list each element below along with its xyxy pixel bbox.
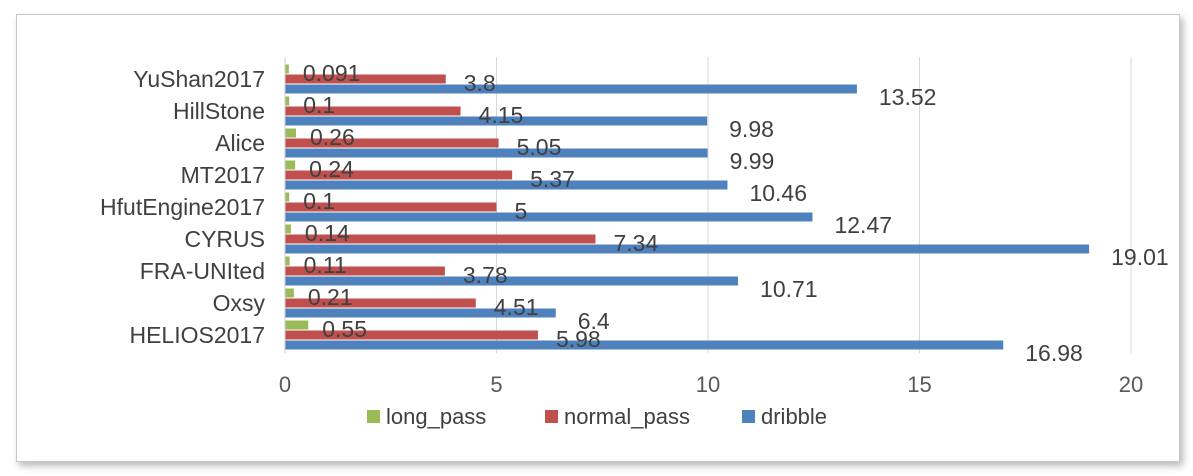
bar-long-pass-fra-united (285, 256, 290, 266)
legend-label-long-pass: long_pass (386, 404, 486, 429)
legend-swatch-dribble (742, 410, 755, 423)
data-label-normal-pass-mt2017: 5.37 (530, 166, 575, 192)
bar-long-pass-cyrus (285, 224, 291, 234)
legend: long_pass normal_pass dribble (367, 404, 827, 429)
data-label-dribble-hillstone: 9.98 (729, 116, 774, 142)
data-label-normal-pass-yushan2017: 3.8 (464, 70, 496, 96)
bar-dribble-cyrus (285, 244, 1090, 254)
bar-chart: 0 5 10 15 20 YuShan2017 HillStone Alice MT2017 Hf… (100, 57, 1169, 429)
bar-dribble-mt2017 (285, 180, 728, 190)
bar-normal-pass-hfutengine2017 (285, 202, 497, 212)
data-label-long-pass-mt2017: 0.24 (309, 156, 354, 182)
legend-swatch-normal-pass (545, 410, 558, 423)
data-label-long-pass-fra-united: 0.11 (304, 252, 347, 278)
data-label-normal-pass-hfutengine2017: 5 (515, 198, 528, 224)
data-label-normal-pass-alice: 5.05 (517, 134, 562, 160)
category-label-helios2017: HELIOS2017 (129, 322, 265, 348)
x-tick-label: 15 (907, 372, 931, 397)
category-label-hillstone: HillStone (173, 98, 265, 124)
data-label-normal-pass-hillstone: 4.15 (479, 102, 524, 128)
bar-dribble-fra-united (285, 276, 739, 286)
x-tick-label: 10 (696, 372, 720, 397)
data-label-dribble-cyrus: 19.01 (1111, 244, 1169, 270)
data-label-normal-pass-oxsy: 4.51 (494, 294, 539, 320)
legend-label-normal-pass: normal_pass (564, 404, 690, 429)
data-label-long-pass-cyrus: 0.14 (305, 220, 350, 246)
data-label-dribble-alice: 9.99 (730, 148, 775, 174)
bar-normal-pass-oxsy (285, 298, 476, 308)
data-label-long-pass-alice: 0.26 (310, 124, 355, 150)
bar-dribble-yushan2017 (285, 84, 857, 94)
category-label-mt2017: MT2017 (181, 162, 265, 188)
x-tick-label: 20 (1119, 372, 1143, 397)
data-label-normal-pass-helios2017: 5.98 (556, 326, 601, 352)
x-tick-label: 5 (490, 372, 502, 397)
bar-long-pass-alice (285, 128, 296, 138)
x-tick-label: 0 (279, 372, 291, 397)
category-label-fra-united: FRA-UNIted (140, 258, 265, 284)
data-label-dribble-helios2017: 16.98 (1025, 340, 1083, 366)
data-label-long-pass-oxsy: 0.21 (308, 284, 353, 310)
bar-long-pass-mt2017 (285, 160, 296, 170)
bar-dribble-helios2017 (285, 340, 1004, 350)
data-label-long-pass-helios2017: 0.55 (322, 316, 367, 342)
bar-long-pass-yushan2017 (285, 64, 289, 74)
bar-normal-pass-helios2017 (285, 330, 538, 340)
data-label-long-pass-hfutengine2017: 0.1 (303, 188, 335, 214)
bar-normal-pass-yushan2017 (285, 74, 446, 84)
data-label-long-pass-hillstone: 0.1 (303, 92, 335, 118)
data-label-normal-pass-fra-united: 3.78 (463, 262, 508, 288)
bar-normal-pass-cyrus (285, 234, 596, 244)
data-label-normal-pass-cyrus: 7.34 (613, 230, 658, 256)
bar-normal-pass-alice (285, 138, 499, 148)
data-label-dribble-oxsy: 6.4 (578, 308, 610, 334)
category-label-cyrus: CYRUS (184, 226, 265, 252)
data-label-dribble-mt2017: 10.46 (749, 180, 807, 206)
bar-normal-pass-fra-united (285, 266, 445, 276)
bar-normal-pass-hillstone (285, 106, 461, 116)
chart-frame: 0 5 10 15 20 YuShan2017 HillStone Alice MT2017 Hf… (16, 14, 1180, 462)
category-label-yushan2017: YuShan2017 (133, 66, 265, 92)
data-label-dribble-yushan2017: 13.52 (879, 84, 937, 110)
bar-long-pass-hillstone (285, 96, 290, 106)
bar-dribble-hillstone (285, 116, 708, 126)
data-label-long-pass-yushan2017: 0.091 (303, 60, 361, 86)
bar-long-pass-hfutengine2017 (285, 192, 290, 202)
bars (285, 64, 1090, 350)
data-label-dribble-fra-united: 10.71 (760, 276, 818, 302)
bar-dribble-hfutengine2017 (285, 212, 813, 222)
bar-dribble-oxsy (285, 308, 556, 318)
bar-normal-pass-mt2017 (285, 170, 513, 180)
category-label-alice: Alice (215, 130, 265, 156)
category-label-hfutengine2017: HfutEngine2017 (100, 194, 265, 220)
data-labels: 0.091 3.8 13.52 0.1 4.15 9.98 0.26 5.05 9.99 0.24… (303, 60, 1169, 366)
bar-long-pass-oxsy (285, 288, 294, 298)
bar-dribble-alice (285, 148, 708, 158)
axes: 0 5 10 15 20 YuShan2017 HillStone Alice MT2017 Hf… (100, 57, 1143, 397)
bar-long-pass-helios2017 (285, 320, 309, 330)
data-label-dribble-hfutengine2017: 12.47 (834, 212, 892, 238)
legend-label-dribble: dribble (761, 404, 827, 429)
category-label-oxsy: Oxsy (213, 290, 266, 316)
legend-swatch-long-pass (367, 410, 380, 423)
